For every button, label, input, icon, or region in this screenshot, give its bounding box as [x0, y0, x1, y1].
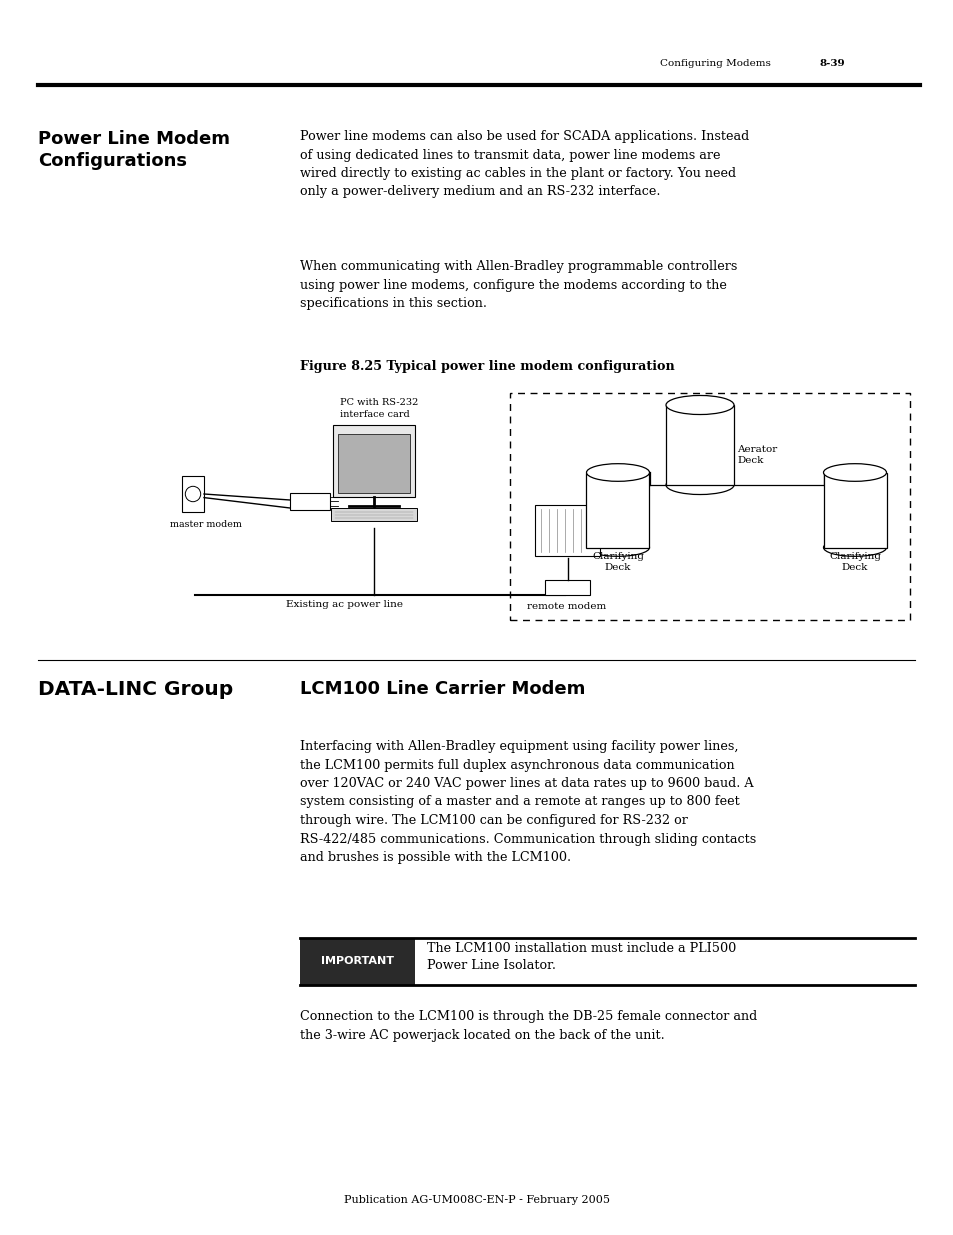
Bar — [510, 393, 909, 620]
Bar — [182, 475, 204, 513]
Text: 8-39: 8-39 — [820, 59, 844, 68]
Bar — [544, 580, 589, 595]
Text: DATA-LINC Group: DATA-LINC Group — [38, 680, 233, 699]
Text: Power Line Modem
Configurations: Power Line Modem Configurations — [38, 130, 230, 170]
Bar — [331, 508, 416, 521]
Bar — [586, 473, 649, 547]
Ellipse shape — [586, 538, 649, 556]
Ellipse shape — [665, 475, 733, 494]
Ellipse shape — [822, 538, 885, 556]
Bar — [535, 505, 599, 556]
Text: Publication AG-UM008C-EN-P - February 2005: Publication AG-UM008C-EN-P - February 20… — [344, 1195, 609, 1205]
Bar — [337, 433, 410, 493]
Text: When communicating with Allen-Bradley programmable controllers
using power line : When communicating with Allen-Bradley pr… — [299, 261, 737, 310]
Bar — [290, 493, 330, 510]
Text: Clarifying
Deck: Clarifying Deck — [828, 552, 880, 572]
Text: Power line modems can also be used for SCADA applications. Instead
of using dedi: Power line modems can also be used for S… — [299, 130, 748, 199]
Text: Figure 8.25 Typical power line modem configuration: Figure 8.25 Typical power line modem con… — [299, 359, 674, 373]
Text: The LCM100 installation must include a PLI500
Power Line Isolator.: The LCM100 installation must include a P… — [427, 941, 736, 972]
Text: Existing ac power line: Existing ac power line — [286, 600, 403, 609]
Bar — [333, 425, 415, 496]
Text: Connection to the LCM100 is through the DB-25 female connector and
the 3-wire AC: Connection to the LCM100 is through the … — [299, 1010, 757, 1041]
Text: remote modem: remote modem — [527, 601, 606, 611]
Text: Clarifying
Deck: Clarifying Deck — [592, 552, 643, 572]
Bar — [665, 405, 733, 485]
Text: LCM100 Line Carrier Modem: LCM100 Line Carrier Modem — [299, 680, 585, 698]
Ellipse shape — [665, 395, 733, 415]
Text: PC with RS-232: PC with RS-232 — [339, 398, 418, 408]
Bar — [299, 939, 415, 986]
Bar — [822, 473, 885, 547]
Text: IMPORTANT: IMPORTANT — [320, 956, 394, 967]
Ellipse shape — [586, 463, 649, 482]
Text: Configuring Modems: Configuring Modems — [659, 59, 770, 68]
Text: master modem: master modem — [170, 520, 242, 529]
Ellipse shape — [822, 463, 885, 482]
Text: Interfacing with Allen-Bradley equipment using facility power lines,
the LCM100 : Interfacing with Allen-Bradley equipment… — [299, 740, 756, 864]
Text: interface card: interface card — [339, 410, 410, 419]
Text: Aerator
Deck: Aerator Deck — [737, 445, 777, 466]
